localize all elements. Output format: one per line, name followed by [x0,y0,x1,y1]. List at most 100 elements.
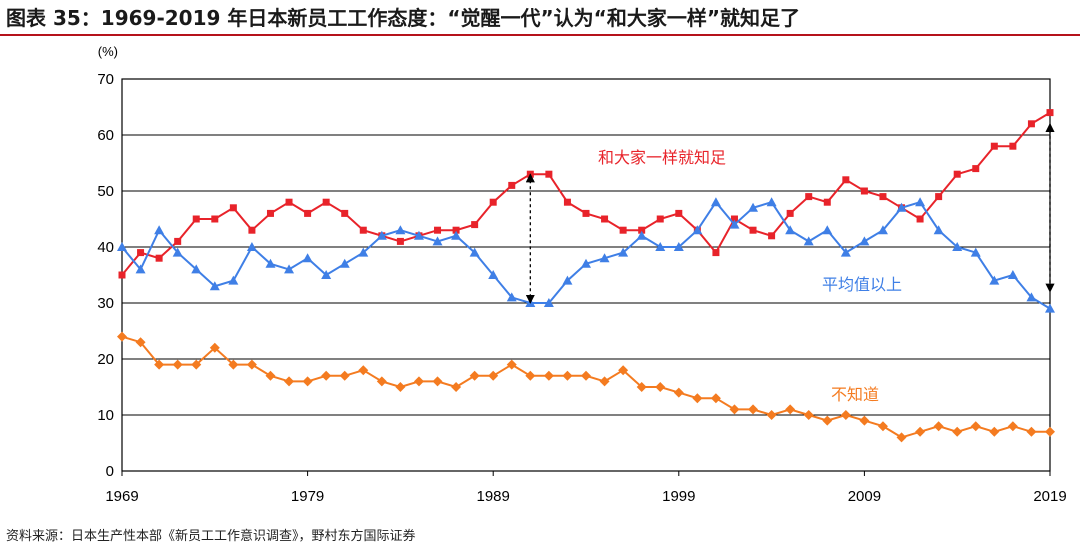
data-point [933,225,944,235]
data-point [638,226,646,234]
data-point [730,215,738,223]
data-point [395,225,406,235]
data-point [766,197,777,207]
data-point [469,247,480,257]
data-point [506,292,517,302]
data-point [506,359,517,370]
data-point [562,370,573,381]
y-tick-label: 30 [97,295,114,312]
data-point [989,275,1000,285]
y-tick-label: 10 [97,407,114,424]
y-tick-label: 40 [97,239,114,256]
data-point [432,376,443,387]
data-point [229,204,237,212]
data-point [1009,142,1017,150]
x-tick-label: 1969 [105,488,138,505]
data-point [859,236,870,246]
data-point [563,198,571,206]
data-point [840,410,851,420]
data-point [952,426,963,437]
data-point [785,404,796,415]
data-point [896,432,907,443]
title-rule [0,34,1080,36]
data-point [803,236,814,246]
series-line [121,111,1051,276]
data-point [970,247,981,257]
data-point [1045,426,1055,437]
data-point [933,421,944,432]
data-point [766,410,777,420]
data-point [413,376,424,387]
data-point [656,215,664,223]
data-point [321,270,332,279]
data-point [1007,270,1018,279]
data-point [209,281,220,291]
data-point [952,242,963,251]
data-point [823,198,831,206]
data-point [266,209,274,217]
data-point [729,404,740,415]
x-tick-label: 2019 [1033,488,1066,505]
data-point [154,225,165,235]
data-point [489,198,497,206]
data-point [488,370,499,381]
data-point [525,370,536,381]
data-point [117,331,127,342]
data-point [211,215,219,223]
data-point [970,421,981,432]
data-point [786,209,794,217]
data-point [990,142,998,150]
data-point [860,187,868,195]
data-point [768,232,776,240]
data-point [192,215,200,223]
x-tick-label: 1999 [662,488,695,505]
data-point [879,193,887,201]
data-point [822,415,833,426]
data-point [543,370,554,381]
data-point [785,225,796,235]
y-tick-label: 0 [106,463,114,480]
data-point [118,271,126,279]
data-point [1007,421,1018,432]
data-point [172,359,183,370]
data-point [581,258,591,268]
data-point [191,264,202,274]
series-line [121,200,1051,310]
data-point [692,225,703,235]
data-point [915,426,926,437]
data-point [284,376,295,387]
data-point [395,382,406,392]
data-point [655,242,666,251]
data-point [842,176,850,184]
data-point [1046,109,1054,117]
data-point [396,237,404,245]
data-point [935,193,943,201]
data-point [265,370,276,381]
data-point [916,215,924,223]
data-point [877,225,888,235]
series-label: 平均值以上 [822,275,902,294]
data-point [673,242,684,251]
data-point [989,426,1000,437]
data-point [358,247,369,257]
data-point [636,230,647,240]
data-point [376,230,387,240]
data-point [545,170,553,178]
data-point [673,387,684,398]
data-point [117,242,127,251]
data-point [172,247,183,257]
data-point [228,275,239,285]
data-point [246,242,257,251]
data-point [376,376,387,387]
data-point [710,393,721,404]
data-point [618,247,629,257]
data-point [675,209,683,217]
data-point [339,258,350,268]
data-point [582,209,590,217]
data-point [840,247,851,257]
data-point [451,382,462,392]
data-point [191,359,202,370]
data-point [712,249,720,257]
data-point [599,253,610,263]
source-note: 资料来源：日本生产性本部《新员工工作意识调查》，野村东方国际证券 [6,529,416,544]
